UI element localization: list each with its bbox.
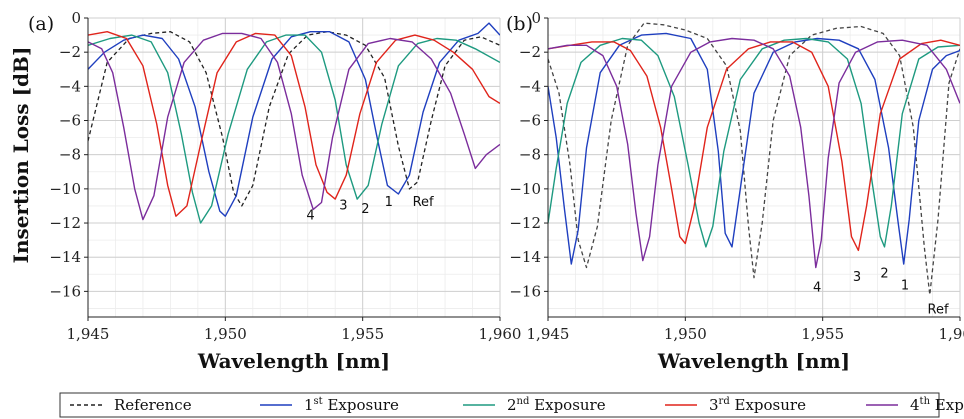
panel-label: (a) [28,13,54,35]
y-tick-label: −12 [49,214,81,232]
x-tick-label: 1,955 [341,325,384,343]
legend-label: 4th Exposure [910,396,964,414]
series-line-3rd-exposure [88,31,500,217]
y-tick-label: −10 [509,180,541,198]
legend: Reference 1st Exposure 2nd Exposure 3rd Exp… [59,392,964,418]
series-group [88,22,500,224]
legend-label-suffix: Exposure [529,396,605,414]
peak-annotation: 3 [853,270,861,285]
series-line-reference [88,31,500,207]
legend-label-main: 1 [304,396,314,414]
series-line-3rd-exposure [548,39,960,252]
y-tick-label: −4 [59,77,81,95]
x-tick-label: 1,945 [527,325,570,343]
series-group [548,22,960,296]
legend-label: 3rd Exposure [709,396,806,414]
y-tick-label: −2 [59,43,81,61]
panel-a: 1,945 1,950 1,955 1,960 0 −2 −4 −6 −8 −10 −12 −14 −1… [28,9,521,373]
y-tick-label: −12 [509,214,541,232]
series-line-4th-exposure [88,32,500,221]
y-tick-label: −2 [519,43,541,61]
x-axis-title: Wavelength [nm] [657,349,850,373]
series-line-2nd-exposure [88,34,500,224]
peak-annotation: Ref [413,195,434,210]
legend-label-sup: rd [719,396,731,407]
y-axis-title: Insertion Loss [dB] [9,47,33,264]
peak-annotation: 1 [385,195,393,210]
legend-label-suffix: Exposure [930,396,964,414]
legend-label-sup: th [920,396,931,407]
y-tick-label: −16 [49,282,81,300]
peak-annotation: 3 [339,198,347,213]
y-tick-label: −14 [49,248,81,266]
series-line-1st-exposure [88,22,500,217]
legend-label-sup: nd [517,396,530,407]
x-tick-label: 1,960 [479,325,522,343]
y-tick-label: −4 [519,77,541,95]
peak-annotation: 2 [880,267,888,282]
y-tick-label: 0 [71,9,81,27]
series-line-1st-exposure [548,32,960,265]
legend-label-main: 4 [910,396,920,414]
peak-annotation: 2 [361,202,369,217]
legend-label: 1st Exposure [304,396,399,414]
legend-label-main: 3 [709,396,719,414]
legend-label: 2nd Exposure [507,396,606,414]
y-tick-label: 0 [531,9,541,27]
x-axis-title: Wavelength [nm] [197,349,390,373]
peak-annotation: 1 [901,279,909,294]
legend-label-main: 2 [507,396,517,414]
y-tick-label: −16 [509,282,541,300]
y-tick-label: −6 [519,112,541,130]
y-tick-label: −8 [519,146,541,164]
peak-annotation: Ref [928,303,949,318]
x-tick-label: 1,955 [801,325,844,343]
legend-label-suffix: Exposure [323,396,399,414]
peak-annotation: 4 [306,209,314,224]
legend-box [59,392,940,418]
x-tick-label: 1,950 [664,325,707,343]
series-line-4th-exposure [548,37,960,269]
peak-annotation: 4 [813,280,821,295]
legend-label-sup: st [314,396,323,407]
y-tick-label: −10 [49,180,81,198]
x-tick-label: 1,945 [67,325,110,343]
panel-b: 1,945 1,950 1,955 1,960 0 −2 −4 −6 −8 −10 −12 −14 −1… [506,9,964,373]
series-line-reference [548,22,960,296]
panel-label: (b) [506,13,533,35]
legend-label: Reference [114,396,192,414]
x-tick-label: 1,960 [939,325,964,343]
x-tick-label: 1,950 [204,325,247,343]
y-tick-label: −8 [59,146,81,164]
series-line-2nd-exposure [548,37,960,248]
legend-label-main: Reference [114,396,192,414]
legend-label-suffix: Exposure [730,396,806,414]
y-tick-label: −14 [509,248,541,266]
y-tick-label: −6 [59,112,81,130]
